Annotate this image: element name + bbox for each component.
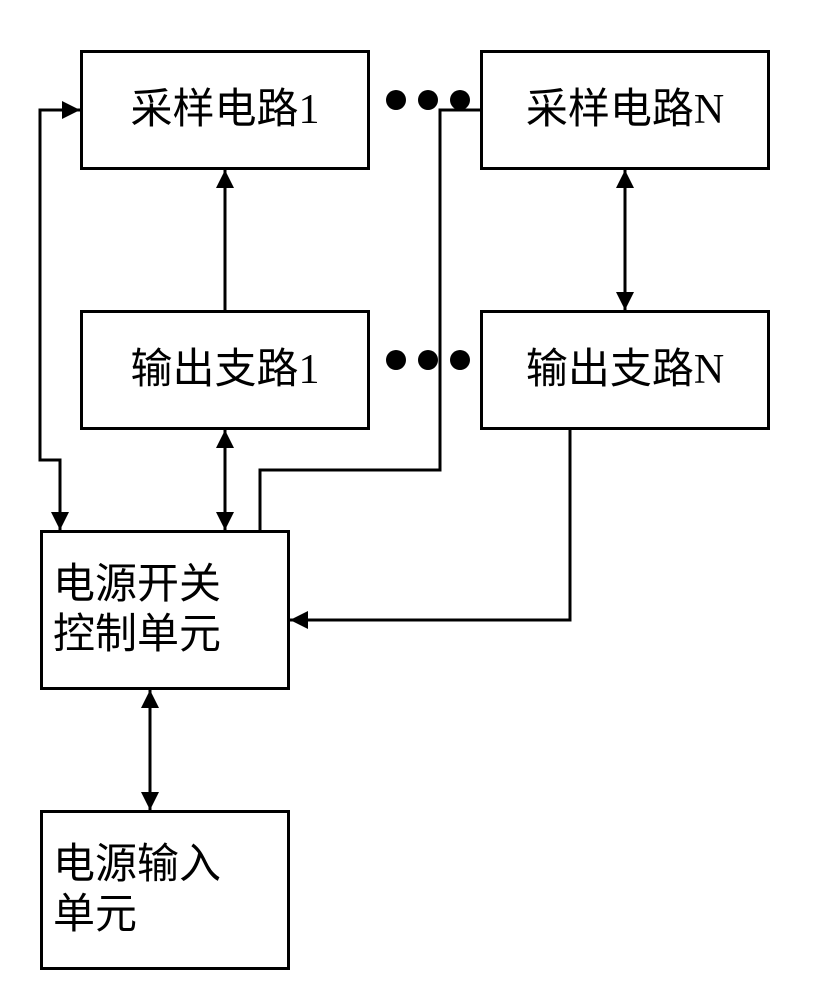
node-sample1-label: 采样电路1 xyxy=(130,85,319,135)
node-outputN: 输出支路N xyxy=(480,310,770,430)
arrow-sw-input-start xyxy=(141,690,159,708)
node-sample1: 采样电路1 xyxy=(80,50,370,170)
ellipsis-dot-icon xyxy=(418,90,438,110)
node-outputN-label: 输出支路N xyxy=(526,345,724,395)
node-output1: 输出支路1 xyxy=(80,310,370,430)
ellipsis-dot-icon xyxy=(450,90,470,110)
node-sampleN: 采样电路N xyxy=(480,50,770,170)
arrow-sw-input-end xyxy=(141,792,159,810)
arrow-outN-sampN-start xyxy=(616,292,634,310)
node-switch: 电源开关控制单元 xyxy=(40,530,290,690)
ellipsis-middle xyxy=(386,350,470,370)
arrow-outN-sw-end xyxy=(290,611,308,629)
arrow-sw-out1-start xyxy=(216,512,234,530)
ellipsis-dot-icon xyxy=(386,350,406,370)
arrow-samp1-sw-start xyxy=(62,101,80,119)
edge-samp1-sw xyxy=(40,110,80,530)
node-input: 电源输入单元 xyxy=(40,810,290,970)
node-sampleN-label: 采样电路N xyxy=(526,85,724,135)
arrow-samp1-sw-end xyxy=(51,512,69,530)
node-output1-label: 输出支路1 xyxy=(130,345,319,395)
node-input-label: 电源输入单元 xyxy=(53,840,221,941)
arrow-out1-samp1-end xyxy=(216,170,234,188)
ellipsis-dot-icon xyxy=(386,90,406,110)
ellipsis-dot-icon xyxy=(418,350,438,370)
ellipsis-top xyxy=(386,90,470,110)
node-switch-label: 电源开关控制单元 xyxy=(53,560,221,661)
arrow-outN-sampN-end xyxy=(616,170,634,188)
ellipsis-dot-icon xyxy=(450,350,470,370)
arrow-sw-out1-end xyxy=(216,430,234,448)
edge-outN-sw xyxy=(290,430,570,620)
